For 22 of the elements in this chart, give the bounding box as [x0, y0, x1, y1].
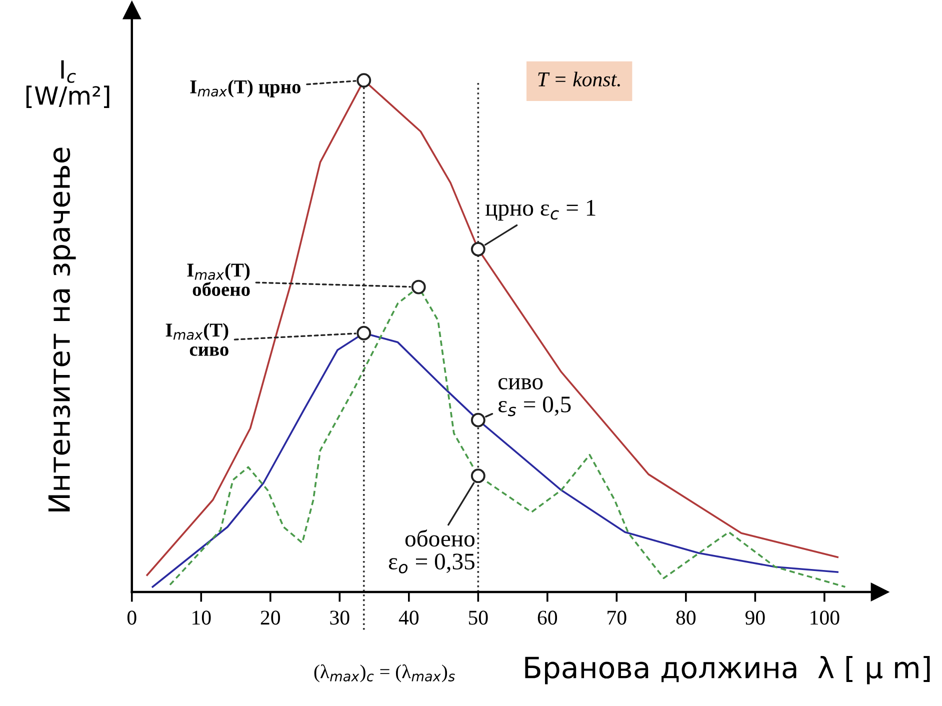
y-axis-title: Интензитет на зрачење	[48, 148, 76, 512]
x-tick-label: 60	[538, 610, 558, 625]
x-tick-label: 0	[127, 610, 136, 625]
annotation: I$_{max}$(T) црно	[190, 80, 300, 98]
x-tick-label: 20	[260, 610, 280, 625]
x-tick-label: 70	[608, 610, 626, 625]
annotation: T = konst.	[538, 72, 620, 86]
x-tick-label: 50	[468, 610, 488, 625]
x-tick-label: 30	[330, 610, 350, 625]
annotation: I$_{max}$(T) сиво	[166, 322, 228, 356]
x-tick-label: 10	[192, 610, 211, 625]
x-tick-label: 90	[745, 610, 765, 625]
text: I$_{c}$ [W/m²]	[26, 60, 110, 108]
ref-line-label: (λ$_{max}$)$_{c}$ = (λ$_{max}$)$_{s}$	[314, 664, 455, 682]
annotation: I$_{max}$(T) обоено	[187, 263, 250, 296]
annotation: црно ε$_{c}$ = 1	[486, 200, 596, 221]
annotation: обоено ε$_{o}$ = 0,35	[388, 529, 474, 574]
x-tick-label: 80	[676, 610, 696, 625]
x-tick-label: 40	[398, 610, 419, 625]
x-axis-title: Бранова должина λ [ μ m]	[525, 656, 930, 684]
annotation: сиво ε$_{s}$ = 0,5	[498, 378, 571, 416]
x-tick-label: 100	[810, 610, 840, 625]
